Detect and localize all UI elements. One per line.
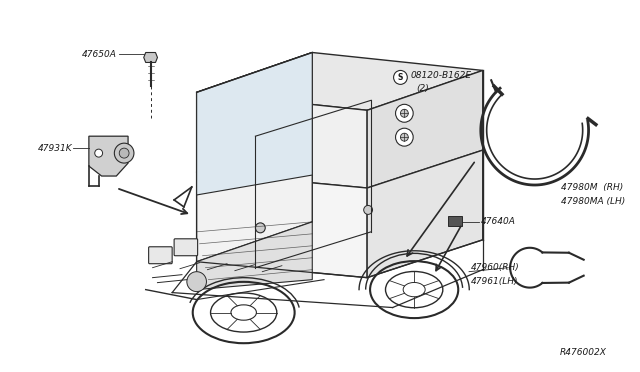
Text: 08120-B162E: 08120-B162E — [410, 71, 472, 80]
Polygon shape — [89, 136, 128, 176]
Circle shape — [396, 128, 413, 146]
Polygon shape — [196, 52, 312, 172]
Polygon shape — [196, 222, 312, 290]
Polygon shape — [367, 150, 483, 278]
Polygon shape — [196, 52, 312, 195]
Circle shape — [115, 143, 134, 163]
Circle shape — [401, 109, 408, 117]
Text: 47640A: 47640A — [481, 217, 516, 227]
Text: 47961(LH): 47961(LH) — [471, 277, 518, 286]
FancyBboxPatch shape — [174, 239, 198, 256]
Polygon shape — [196, 132, 312, 262]
FancyBboxPatch shape — [449, 216, 462, 226]
Circle shape — [119, 148, 129, 158]
Text: 47980M  (RH): 47980M (RH) — [561, 183, 623, 192]
Text: 47980MA (LH): 47980MA (LH) — [561, 198, 625, 206]
Polygon shape — [196, 172, 367, 278]
Text: (2): (2) — [416, 84, 429, 93]
Polygon shape — [367, 70, 483, 188]
Text: S: S — [397, 73, 403, 82]
Circle shape — [95, 149, 102, 157]
Circle shape — [187, 272, 207, 292]
Circle shape — [255, 223, 265, 233]
Text: R476002X: R476002X — [559, 348, 606, 357]
Circle shape — [364, 205, 372, 214]
Polygon shape — [196, 92, 367, 188]
FancyBboxPatch shape — [148, 247, 172, 264]
Circle shape — [394, 70, 407, 84]
Polygon shape — [196, 52, 483, 110]
Circle shape — [401, 133, 408, 141]
Polygon shape — [144, 52, 157, 62]
Text: 47960(RH): 47960(RH) — [471, 263, 520, 272]
Text: 47931K: 47931K — [38, 144, 72, 153]
Text: 47650A: 47650A — [82, 50, 117, 59]
Circle shape — [396, 104, 413, 122]
